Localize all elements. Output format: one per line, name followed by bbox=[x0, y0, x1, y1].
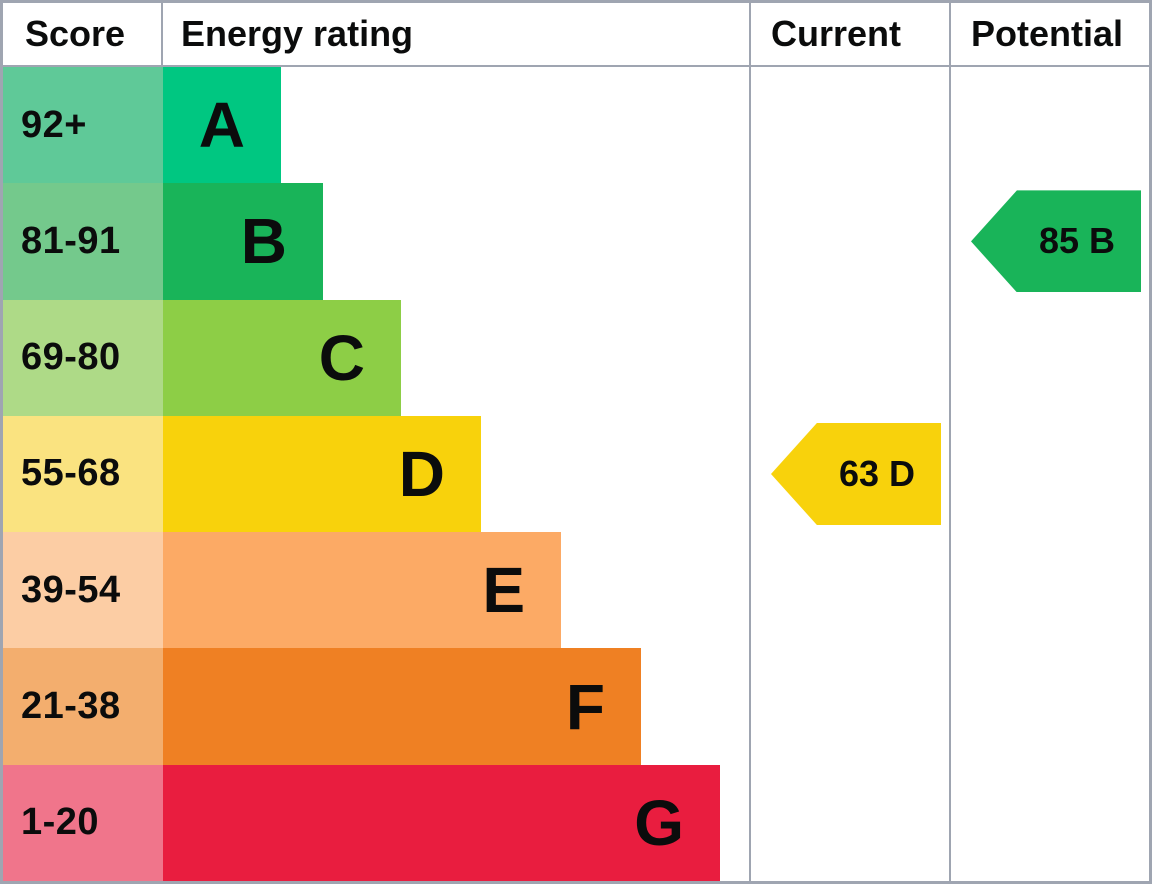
current-cell bbox=[749, 67, 949, 184]
rating-cell: E bbox=[163, 532, 749, 649]
header-row: Score Energy rating Current Potential bbox=[3, 3, 1149, 67]
current-cell bbox=[749, 648, 949, 765]
band-bar: F bbox=[163, 648, 641, 765]
header-score: Score bbox=[3, 3, 163, 65]
header-current: Current bbox=[749, 3, 949, 65]
band-letter: E bbox=[482, 554, 525, 627]
potential-cell bbox=[949, 299, 1149, 416]
band-bar: B bbox=[163, 183, 323, 300]
potential-cell: 85 B bbox=[949, 183, 1149, 300]
band-row-b: 81-91 B 85 B bbox=[3, 183, 1149, 300]
band-letter: B bbox=[240, 205, 287, 278]
band-bar: E bbox=[163, 532, 561, 649]
current-cell bbox=[749, 299, 949, 416]
current-cell bbox=[749, 532, 949, 649]
score-range-label: 1-20 bbox=[3, 764, 163, 881]
band-letter: C bbox=[318, 321, 365, 394]
bands-area: 92+ A 81-91 B 85 B 69-80 C 55-68 bbox=[3, 67, 1149, 881]
header-energy-rating: Energy rating bbox=[181, 13, 414, 54]
potential-rating-label: 85 B bbox=[1038, 220, 1116, 262]
rating-cell: F bbox=[163, 648, 749, 765]
band-bar: C bbox=[163, 299, 401, 416]
rating-cell: G bbox=[163, 764, 749, 881]
score-range-label: 21-38 bbox=[3, 648, 163, 765]
rating-cell: A bbox=[163, 67, 749, 184]
current-cell: 63 D bbox=[749, 415, 949, 533]
band-row-d: 55-68 D 63 D bbox=[3, 415, 1149, 533]
potential-cell bbox=[949, 67, 1149, 184]
current-rating-marker: 63 D bbox=[771, 422, 941, 525]
score-range-label: 81-91 bbox=[3, 183, 163, 300]
score-range-label: 92+ bbox=[3, 67, 163, 184]
band-row-c: 69-80 C bbox=[3, 299, 1149, 416]
band-letter: A bbox=[198, 89, 245, 162]
potential-cell bbox=[949, 532, 1149, 649]
potential-rating-marker: 85 B bbox=[971, 190, 1141, 293]
band-row-e: 39-54 E bbox=[3, 532, 1149, 649]
potential-cell bbox=[949, 764, 1149, 881]
band-letter: G bbox=[634, 786, 684, 859]
potential-cell bbox=[949, 648, 1149, 765]
band-bar: D bbox=[163, 415, 481, 533]
rating-cell: D bbox=[163, 415, 749, 533]
current-rating-label: 63 D bbox=[838, 452, 916, 494]
band-bar: A bbox=[163, 67, 281, 184]
rating-cell: B bbox=[163, 183, 749, 300]
band-row-f: 21-38 F bbox=[3, 648, 1149, 765]
potential-cell bbox=[949, 415, 1149, 533]
rating-cell: C bbox=[163, 299, 749, 416]
header-potential: Potential bbox=[949, 3, 1149, 65]
band-row-g: 1-20 G bbox=[3, 764, 1149, 881]
band-row-a: 92+ A bbox=[3, 67, 1149, 184]
score-range-label: 69-80 bbox=[3, 299, 163, 416]
score-range-label: 55-68 bbox=[3, 415, 163, 533]
score-range-label: 39-54 bbox=[3, 532, 163, 649]
current-cell bbox=[749, 764, 949, 881]
band-bar: G bbox=[163, 764, 720, 881]
band-letter: D bbox=[398, 437, 445, 510]
band-letter: F bbox=[565, 670, 605, 743]
current-cell bbox=[749, 183, 949, 300]
